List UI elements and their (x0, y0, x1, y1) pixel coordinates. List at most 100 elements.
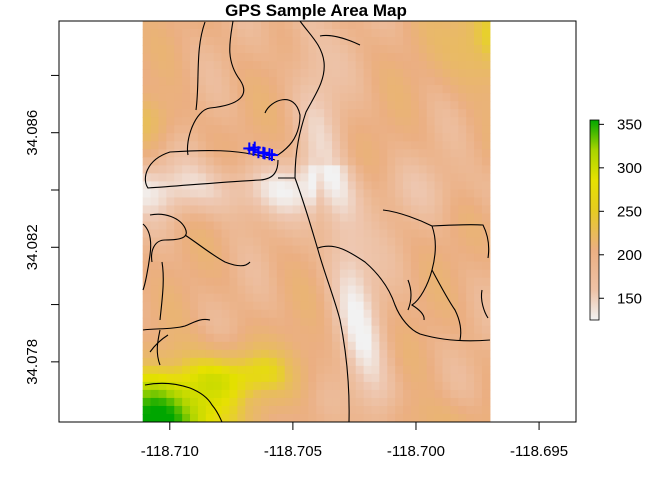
raster-cell (190, 293, 199, 303)
raster-cell (379, 69, 388, 78)
raster-cell (410, 357, 420, 367)
raster-cell (284, 413, 294, 422)
raster-cell (197, 397, 207, 407)
raster-cell (403, 93, 412, 102)
raster-cell (332, 93, 341, 102)
raster-cell (395, 197, 404, 207)
raster-cell (434, 349, 444, 359)
raster-cell (379, 77, 388, 86)
raster-cell (474, 181, 483, 191)
raster-cell (316, 125, 325, 134)
raster-cell (442, 117, 451, 126)
raster-cell (174, 349, 183, 359)
raster-cell (387, 133, 396, 142)
raster-cell (332, 333, 341, 343)
raster-cell (292, 277, 302, 287)
raster-cell (268, 37, 278, 46)
raster-cell (466, 389, 475, 399)
raster-cell (142, 101, 152, 110)
raster-cell (458, 29, 467, 38)
raster-cell (213, 221, 223, 231)
raster-cell (213, 269, 223, 279)
raster-cell (324, 85, 333, 94)
raster-cell (237, 101, 246, 110)
raster-cell (363, 189, 373, 199)
raster-cell (426, 149, 436, 158)
raster-cell (237, 117, 246, 126)
raster-cell (410, 157, 420, 166)
raster-cell (324, 117, 333, 126)
raster-cell (363, 109, 373, 118)
raster-cell (474, 165, 483, 174)
raster-cell (316, 173, 325, 182)
raster-cell (347, 349, 357, 359)
raster-cell (434, 165, 444, 174)
raster-cell (458, 61, 467, 70)
raster-cell (418, 413, 428, 422)
raster-cell (410, 317, 420, 327)
raster-cell (395, 149, 404, 158)
raster-cell (324, 269, 333, 279)
raster-cell (221, 349, 231, 359)
raster-cell (434, 53, 444, 62)
raster-cell (142, 157, 152, 166)
raster-cell (205, 325, 215, 335)
raster-cell (450, 389, 459, 399)
raster-cell (403, 333, 412, 343)
raster-cell (245, 157, 254, 166)
raster-cell (442, 141, 451, 150)
raster-cell (371, 85, 380, 94)
raster-cell (158, 85, 167, 94)
raster-cell (205, 245, 215, 255)
raster-cell (458, 317, 467, 327)
raster-cell (379, 333, 388, 343)
raster-cell (474, 397, 483, 407)
raster-cell (158, 93, 167, 102)
raster-cell (474, 141, 483, 150)
raster-cell (474, 53, 483, 62)
raster-cell (261, 157, 270, 166)
raster-cell (434, 29, 444, 38)
raster-cell (450, 397, 459, 407)
raster-cell (276, 109, 286, 118)
raster-cell (284, 237, 294, 247)
raster-cell (347, 261, 357, 271)
raster-cell (142, 53, 152, 62)
raster-cell (363, 277, 373, 287)
raster-cell (182, 381, 191, 391)
raster-cell (276, 189, 286, 199)
raster-cell (276, 77, 286, 86)
raster-cell (284, 205, 294, 215)
raster-cell (221, 405, 231, 415)
raster-cell (387, 197, 396, 207)
raster-cell (229, 413, 238, 422)
raster-cell (284, 293, 294, 303)
raster-cell (190, 101, 199, 110)
raster-cell (410, 365, 420, 375)
raster-cell (410, 29, 420, 38)
raster-cell (190, 125, 199, 134)
raster-cell (403, 45, 412, 54)
raster-cell (387, 125, 396, 134)
raster-cell (442, 381, 451, 391)
raster-cell (174, 109, 183, 118)
raster-cell (363, 413, 373, 422)
raster-cell (276, 141, 286, 150)
raster-cell (268, 189, 278, 199)
raster-cell (371, 21, 380, 30)
raster-cell (205, 29, 215, 38)
legend-tick-label: 350 (617, 116, 642, 133)
raster-cell (442, 149, 451, 158)
raster-cell (174, 277, 183, 287)
raster-cell (403, 205, 412, 215)
raster-cell (190, 133, 199, 142)
raster-cell (174, 237, 183, 247)
raster-cell (458, 173, 467, 182)
raster-cell (474, 293, 483, 303)
legend-tick-label: 200 (617, 247, 642, 264)
raster-cell (166, 85, 175, 94)
raster-cell (371, 229, 380, 239)
raster-cell (332, 21, 341, 30)
raster-cell (308, 133, 317, 142)
raster-cell (166, 405, 175, 415)
